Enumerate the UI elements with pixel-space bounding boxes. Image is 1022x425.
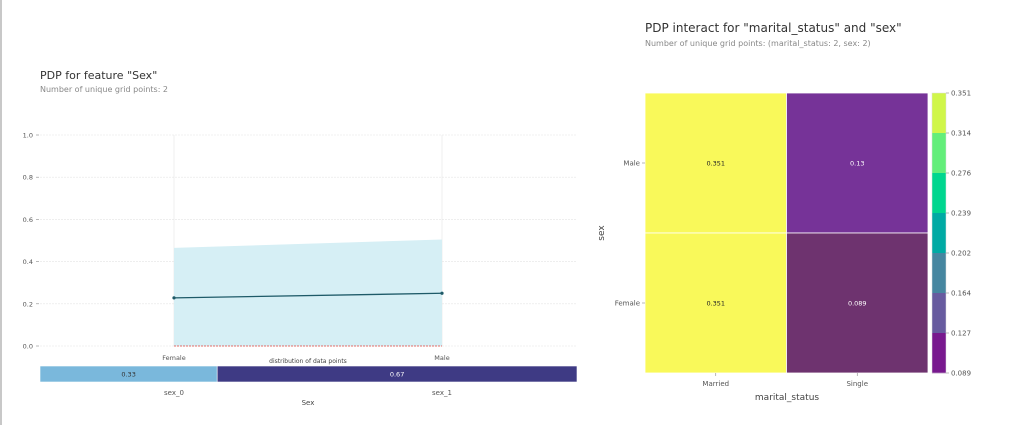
colorbar-tick-label: 0.314 <box>951 130 972 138</box>
ytick-label: 0.2 <box>23 300 33 308</box>
colorbar-segment <box>932 213 946 254</box>
ytick-label: Female <box>615 300 640 308</box>
colorbar-tick-label: 0.276 <box>951 170 972 178</box>
heatmap-cell <box>644 92 787 234</box>
xtick-label: Single <box>846 380 868 388</box>
pdp-subtitle: Number of unique grid points: 2 <box>40 85 168 94</box>
pdp-line <box>173 292 443 299</box>
colorbar-segment <box>932 253 946 294</box>
interact-subtitle: Number of unique grid points: (marital_s… <box>645 39 871 48</box>
heatmap-cell-value: 0.351 <box>706 160 725 168</box>
colorbar-tick-label: 0.089 <box>951 370 971 378</box>
distribution-value: 0.33 <box>121 371 135 379</box>
distribution-bin-label: sex_1 <box>432 389 452 397</box>
pdp-point <box>440 291 444 295</box>
xtick-label: Female <box>162 354 186 362</box>
colorbar-segment <box>932 93 946 134</box>
colorbar-segment <box>932 133 946 174</box>
distribution-value: 0.67 <box>390 371 404 379</box>
heatmap-xlabel: marital_status <box>755 393 819 403</box>
ytick-label: 0.8 <box>23 174 33 182</box>
colorbar-tick-label: 0.239 <box>951 210 971 218</box>
heatmap-cell <box>786 232 929 374</box>
ytick-label: 1.0 <box>23 132 33 140</box>
heatmap-ylabel: sex <box>597 225 607 241</box>
pdp-title: PDP for feature "Sex" <box>40 69 157 82</box>
colorbar-segment <box>932 173 946 214</box>
heatmap-cell-value: 0.13 <box>850 160 864 168</box>
pdp-point <box>172 296 176 300</box>
ytick-label: Male <box>623 160 640 168</box>
distribution-bar <box>216 365 578 383</box>
colorbar-tick-label: 0.127 <box>951 330 971 338</box>
pdp-xlabel: Sex <box>302 399 315 407</box>
confidence-band <box>174 239 442 346</box>
heatmap-cell <box>644 232 787 374</box>
ytick-label: 0.6 <box>23 216 33 224</box>
heatmap-cell <box>786 92 929 234</box>
colorbar-frame <box>931 92 947 374</box>
distribution-label: distribution of data points <box>269 358 347 365</box>
xtick-label: Married <box>702 380 729 388</box>
colorbar-tick-label: 0.164 <box>951 290 972 298</box>
heatmap-cell-value: 0.351 <box>706 300 725 308</box>
distribution-bin-label: sex_0 <box>164 389 184 397</box>
ytick-label: 0.0 <box>23 343 33 351</box>
colorbar-segment <box>932 293 946 334</box>
colorbar-tick-label: 0.202 <box>951 250 971 258</box>
left-border <box>0 0 2 425</box>
xtick-label: Male <box>434 354 449 362</box>
interact-title: PDP interact for "marital_status" and "s… <box>645 21 902 35</box>
colorbar-segment <box>932 333 946 374</box>
heatmap-cell-value: 0.089 <box>848 300 867 308</box>
colorbar-tick-label: 0.351 <box>951 90 971 98</box>
ytick-label: 0.4 <box>23 258 33 266</box>
